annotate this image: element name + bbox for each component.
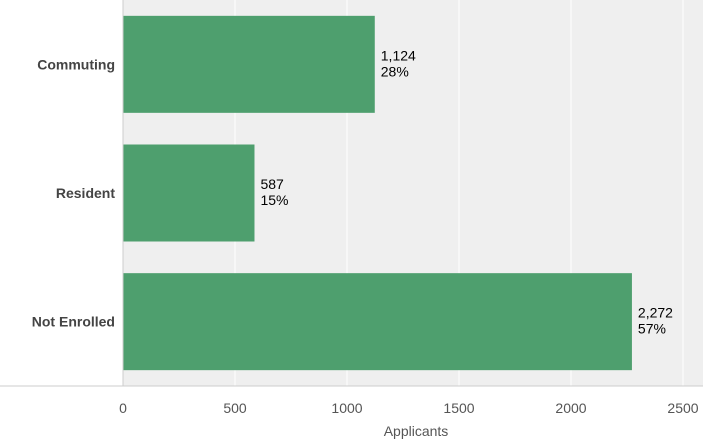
bar-commuting <box>123 15 375 113</box>
category-labels: Commuting Resident Not Enrolled <box>32 56 116 329</box>
value-label: 1,124 <box>381 47 416 63</box>
percent-label: 57% <box>638 321 666 337</box>
percent-label: 28% <box>381 63 409 79</box>
category-label: Not Enrolled <box>32 314 115 330</box>
bars <box>123 15 632 371</box>
x-tick-label: 1000 <box>331 400 362 416</box>
x-tick-label: 1500 <box>443 400 474 416</box>
value-label: 587 <box>260 176 284 192</box>
x-axis-title: Applicants <box>384 423 449 439</box>
percent-label: 15% <box>260 192 288 208</box>
value-label: 2,272 <box>638 305 673 321</box>
category-label: Commuting <box>37 56 115 72</box>
category-label: Resident <box>56 185 115 201</box>
x-tick-label: 2000 <box>555 400 586 416</box>
bar-not-enrolled <box>123 273 632 371</box>
x-tick-labels: 0 500 1000 1500 2000 2500 <box>119 400 699 416</box>
x-tick-label: 500 <box>223 400 247 416</box>
bar-resident <box>123 144 255 242</box>
x-tick-label: 2500 <box>667 400 698 416</box>
x-tick-label: 0 <box>119 400 127 416</box>
